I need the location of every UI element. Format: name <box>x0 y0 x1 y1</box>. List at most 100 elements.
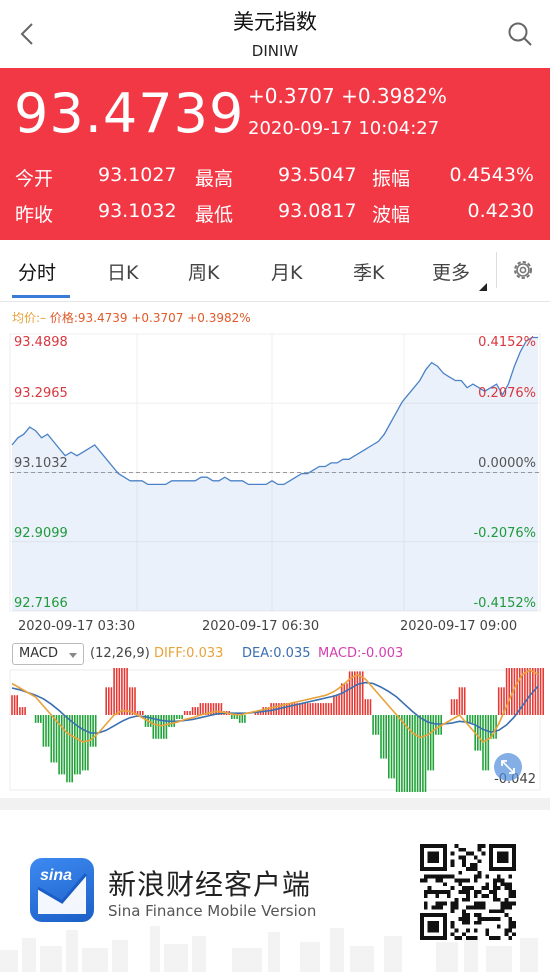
qr-module <box>504 932 509 937</box>
sina-app-banner[interactable]: sina 新浪财经客户端 Sina Finance Mobile Version <box>0 810 550 972</box>
y-left-tick: 93.4898 <box>14 335 68 350</box>
macd-chart[interactable]: -0.042 <box>0 668 550 792</box>
qr-module <box>435 874 440 879</box>
qr-module <box>466 878 470 883</box>
qr-module <box>450 901 455 906</box>
page-title: 美元指数 <box>233 10 317 34</box>
qr-module <box>450 909 455 914</box>
macd-diff-value: DIFF:0.033 <box>154 646 224 661</box>
indicator-select[interactable]: MACD <box>12 643 84 665</box>
search-icon[interactable] <box>506 20 534 48</box>
qr-module <box>508 936 513 940</box>
qr-module <box>485 886 490 891</box>
qr-module <box>477 844 482 848</box>
qr-module <box>477 905 482 910</box>
qr-module <box>435 890 440 894</box>
qr-module <box>473 905 478 910</box>
stat-value-high: 93.5047 <box>278 164 357 186</box>
qr-module <box>504 886 509 891</box>
chevron-down-icon <box>69 653 77 658</box>
qr-module <box>450 886 455 891</box>
qr-module <box>512 890 516 894</box>
qr-module <box>431 905 436 910</box>
qr-module <box>473 878 478 883</box>
qr-module <box>458 855 463 860</box>
expand-chart-button[interactable] <box>494 753 522 781</box>
qr-module <box>458 936 463 940</box>
qr-module <box>508 893 513 898</box>
tab-intraday[interactable]: 分时 <box>18 262 57 284</box>
qr-module <box>469 851 474 856</box>
qr-module <box>512 920 516 925</box>
qr-module <box>500 878 505 883</box>
qr-module <box>458 847 463 852</box>
qr-module <box>473 913 478 917</box>
qr-module <box>427 886 432 891</box>
qr-module <box>435 901 440 906</box>
stat-value-open: 93.1027 <box>98 164 177 186</box>
macd-dea-value: DEA:0.035 <box>242 646 311 661</box>
qr-module <box>462 913 467 917</box>
qr-module <box>473 893 478 898</box>
qr-module <box>473 901 478 906</box>
qr-module <box>423 901 428 906</box>
qr-module <box>489 916 493 921</box>
x-tick: 2020-09-17 06:30 <box>202 619 320 634</box>
qr-module <box>485 882 490 887</box>
tab-more[interactable]: 更多 <box>432 262 471 284</box>
qr-module <box>473 855 478 860</box>
qr-module <box>466 897 470 902</box>
back-icon[interactable] <box>14 20 42 48</box>
qr-module <box>489 909 493 914</box>
qr-module <box>458 878 463 883</box>
current-price: 93.4739 <box>14 82 245 145</box>
qr-module <box>466 905 470 910</box>
qr-code <box>420 844 516 940</box>
qr-module <box>492 882 497 887</box>
qr-module <box>466 890 470 894</box>
active-tab-indicator <box>12 295 70 298</box>
y-right-tick: 0.2076% <box>478 386 536 401</box>
qr-module <box>450 932 455 937</box>
section-gap <box>0 798 550 810</box>
qr-module <box>496 886 501 891</box>
qr-module <box>485 928 490 933</box>
qr-module <box>508 924 513 929</box>
qr-module <box>446 890 451 894</box>
stat-label-open: 今开 <box>15 168 54 190</box>
qr-module <box>489 936 493 940</box>
qr-module <box>466 920 470 925</box>
qr-module <box>462 916 467 921</box>
qr-module <box>466 913 470 917</box>
qr-module <box>469 905 474 910</box>
tab-daily-k[interactable]: 日K <box>107 262 139 284</box>
qr-module <box>469 886 474 891</box>
qr-module <box>500 901 505 906</box>
qr-module <box>508 882 513 887</box>
tab-weekly-k[interactable]: 周K <box>188 262 220 284</box>
qr-module <box>427 890 432 894</box>
qr-module <box>450 905 455 910</box>
qr-module <box>466 928 470 933</box>
x-tick: 2020-09-17 03:30 <box>18 619 136 634</box>
qr-module <box>477 920 482 925</box>
qr-module <box>504 913 509 917</box>
qr-module <box>481 851 486 856</box>
qr-module <box>462 897 467 902</box>
stats-row-1: 今开 93.1027 最高 93.5047 振幅 0.4543% <box>0 164 550 192</box>
price-area <box>12 337 538 611</box>
intraday-chart-svg <box>9 333 541 612</box>
qr-module <box>496 874 501 879</box>
qr-module <box>454 928 459 933</box>
stat-value-range: 0.4230 <box>467 200 534 222</box>
gear-icon[interactable] <box>510 257 536 283</box>
tab-monthly-k[interactable]: 月K <box>271 262 303 284</box>
macd-macd-value: MACD:-0.003 <box>318 646 404 661</box>
intraday-chart[interactable]: 93.4898 93.2965 93.1032 92.9099 92.7166 … <box>0 326 550 636</box>
skyline-decoration <box>0 926 538 972</box>
qr-module <box>462 890 467 894</box>
page-subtitle: DINIW <box>251 42 299 60</box>
qr-module <box>496 924 501 929</box>
qr-module <box>481 844 486 848</box>
tab-quarterly-k[interactable]: 季K <box>353 262 385 284</box>
